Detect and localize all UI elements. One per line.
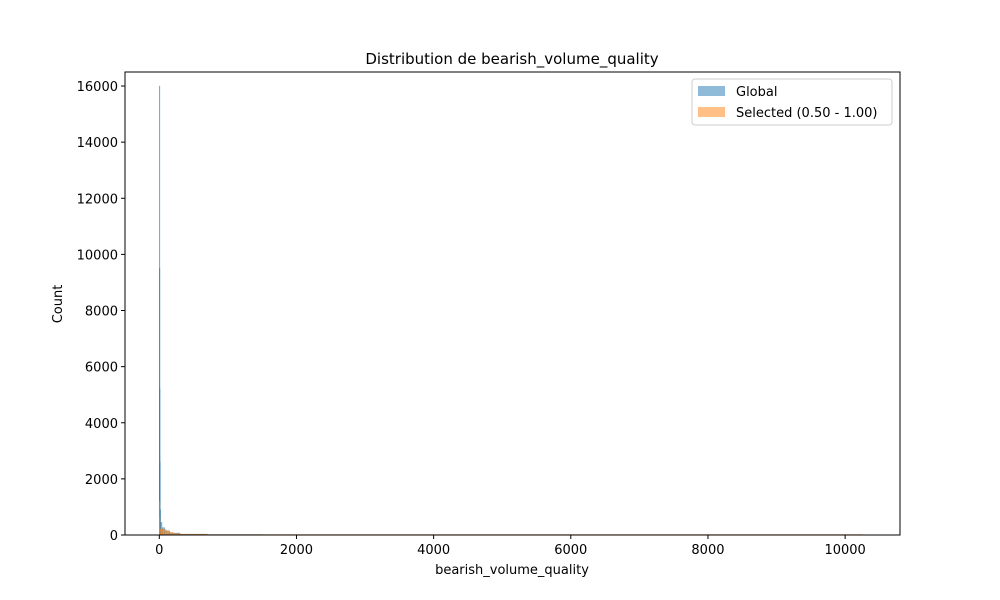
selected-series [159, 501, 863, 536]
x-axis: 0 2000 4000 6000 8000 10000 [155, 535, 866, 558]
x-axis-label: bearish_volume_quality [435, 563, 589, 578]
plot-frame [124, 71, 901, 536]
x-tick-label: 0 [155, 543, 163, 558]
y-axis: 0 2000 4000 6000 8000 10000 12000 14000 16000 [77, 80, 125, 544]
legend-box [691, 78, 893, 126]
y-tick-label: 0 [110, 529, 118, 544]
y-tick-label: 12000 [77, 192, 118, 207]
x-tick-label: 4000 [417, 543, 450, 558]
legend: Global Selected (0.50 - 1.00) [691, 78, 893, 126]
legend-swatch-selected [698, 107, 725, 117]
bar-selected-4 [162, 529, 167, 536]
y-tick-label: 16000 [77, 80, 118, 95]
global-series [159, 85, 863, 536]
y-tick-label: 4000 [85, 417, 118, 432]
bar-selected-3 [159, 528, 163, 536]
chart-title: Distribution de bearish_volume_quality [365, 50, 658, 69]
y-tick-label: 2000 [85, 473, 118, 488]
x-tick-label: 8000 [691, 543, 724, 558]
legend-swatch-global [698, 86, 725, 96]
y-tick-label: 6000 [85, 361, 118, 376]
x-tick-label: 10000 [824, 543, 865, 558]
bar-selected-5 [165, 530, 170, 536]
y-tick-label: 14000 [77, 136, 118, 151]
legend-label-global: Global [736, 85, 777, 100]
y-tick-label: 8000 [85, 305, 118, 320]
y-axis-label: Count [51, 285, 66, 324]
x-tick-label: 6000 [554, 543, 587, 558]
legend-label-selected: Selected (0.50 - 1.00) [736, 106, 877, 121]
x-tick-label: 2000 [280, 543, 313, 558]
y-tick-label: 10000 [77, 248, 118, 263]
